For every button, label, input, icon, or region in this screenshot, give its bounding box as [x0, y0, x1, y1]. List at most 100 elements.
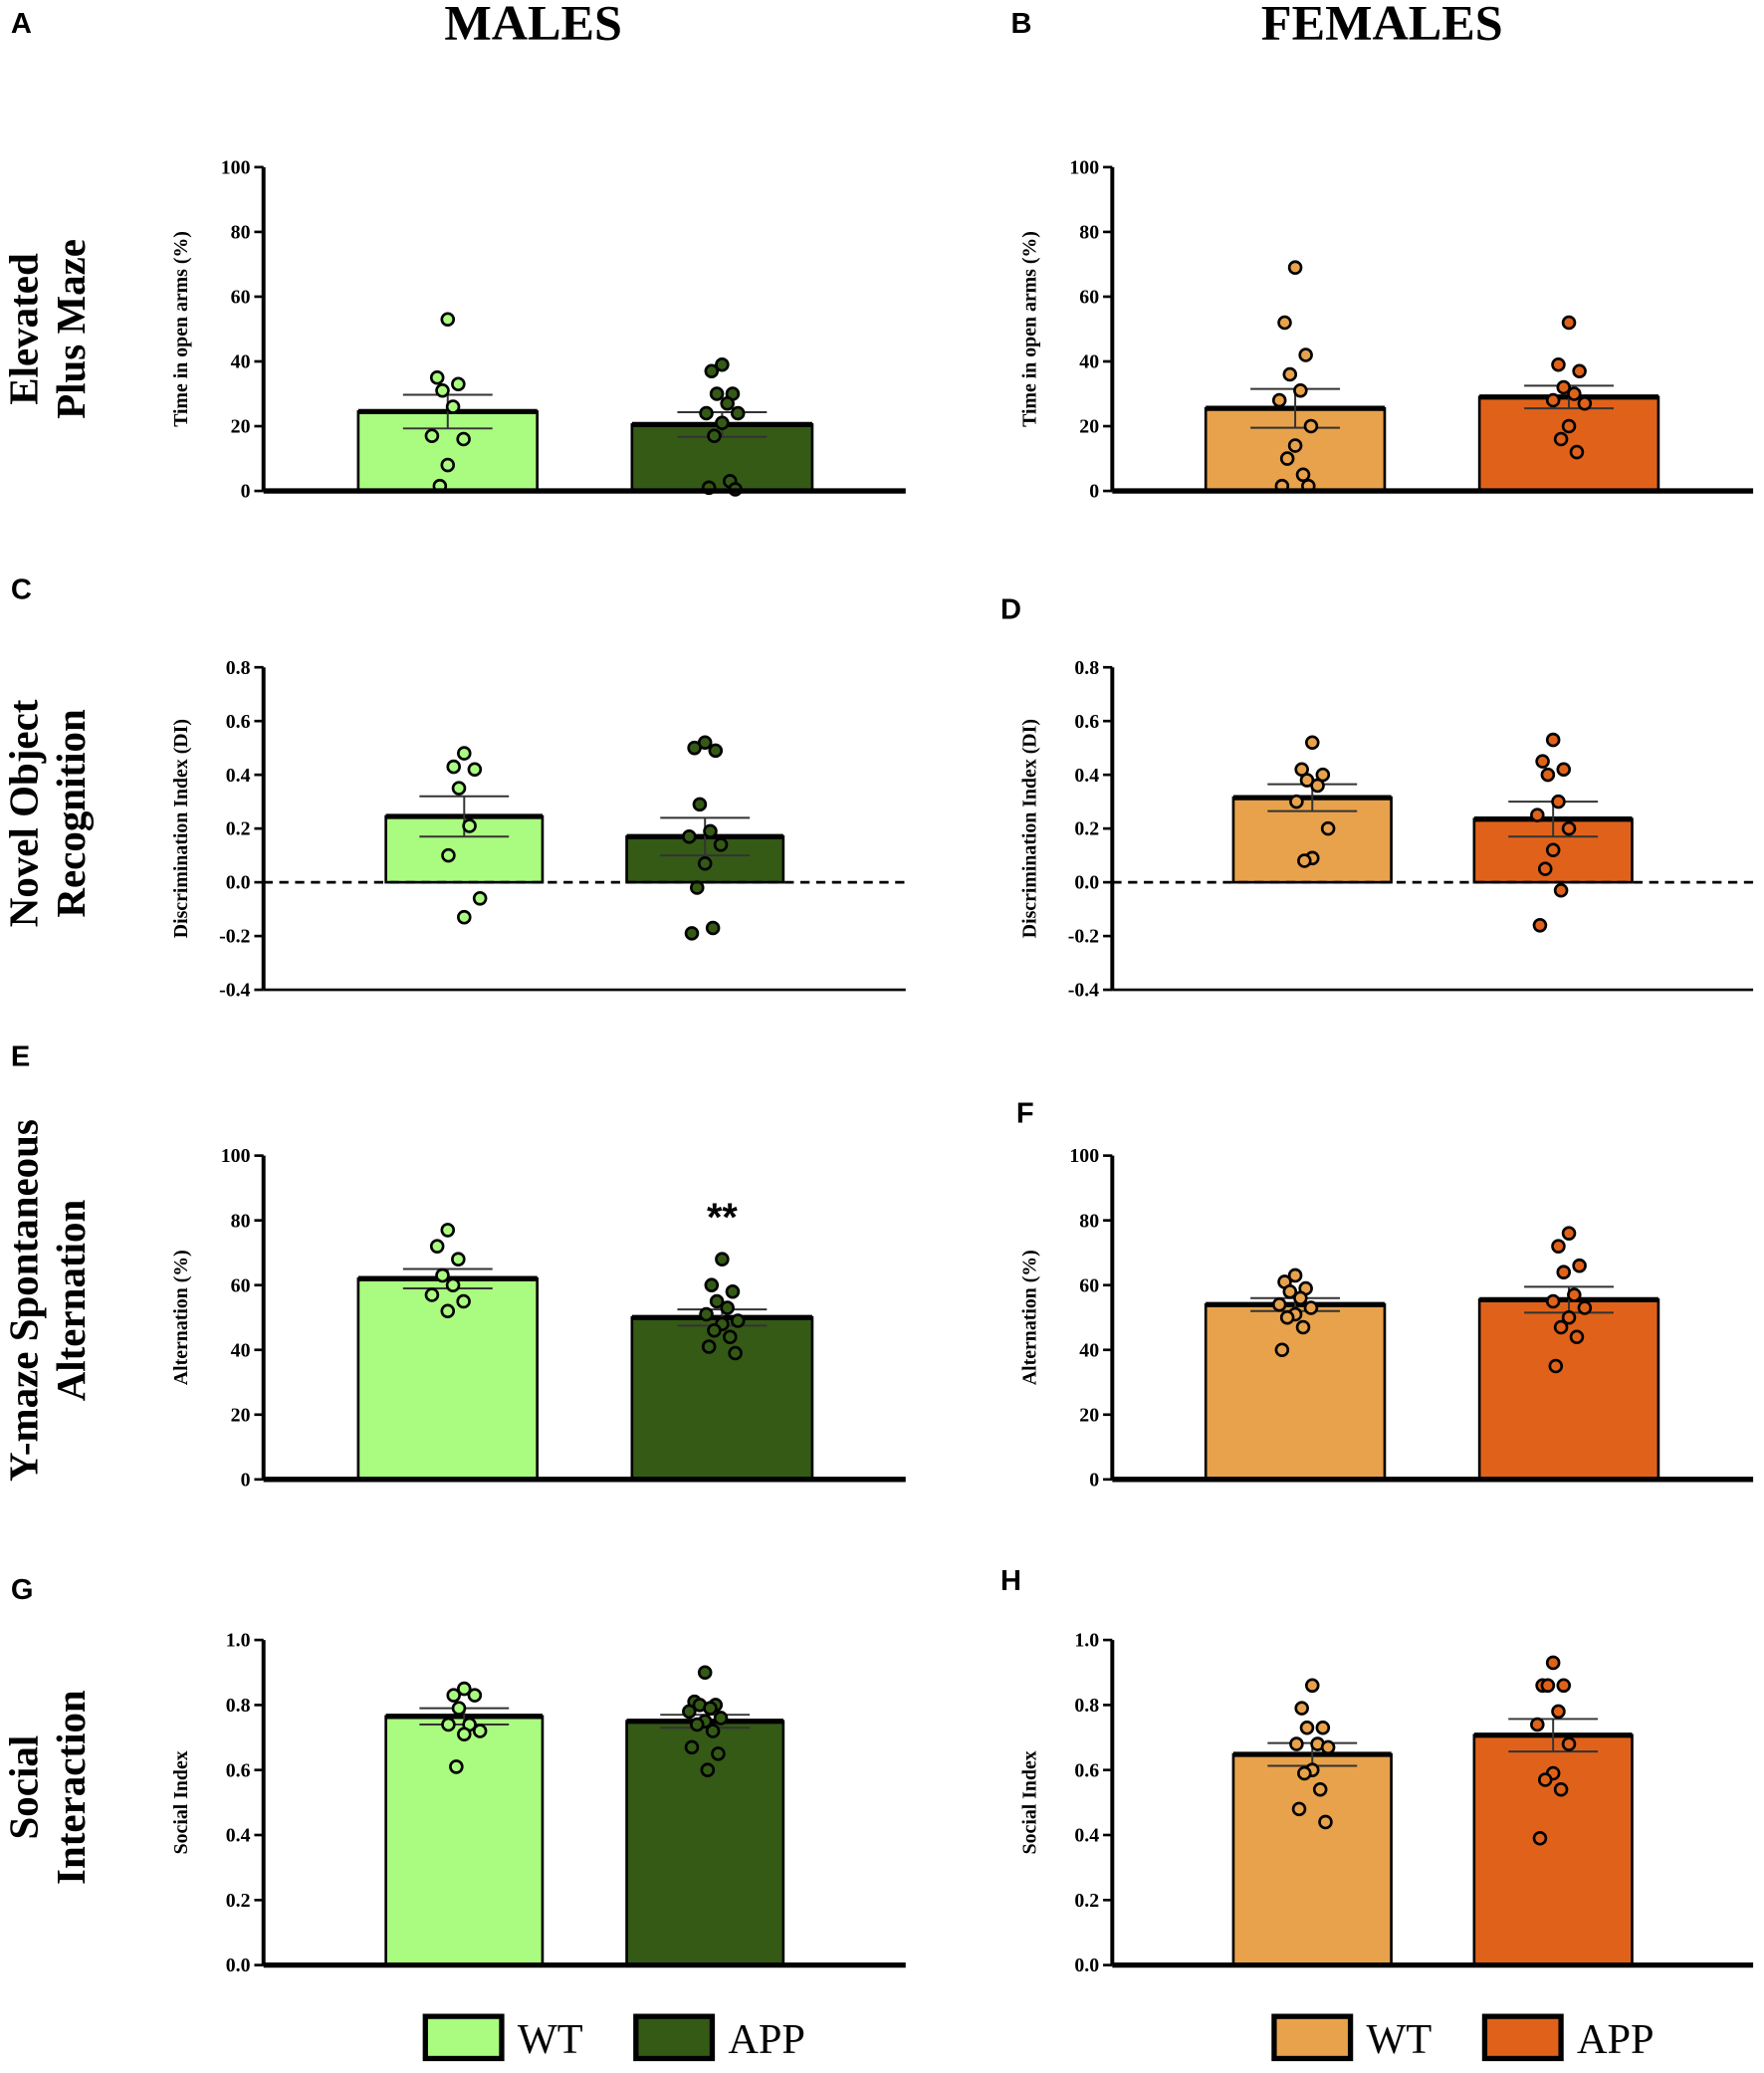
row-label: Recognition	[48, 709, 94, 918]
data-point	[1318, 1814, 1333, 1830]
data-point	[1303, 1300, 1319, 1315]
data-point	[704, 1277, 720, 1292]
data-point	[1320, 820, 1336, 836]
panels: A Time in open arms (%) 0 20 40 60 80 100 B Time …	[11, 8, 1754, 1976]
data-point	[440, 1223, 456, 1238]
y-tick-label: 0.6	[1074, 711, 1099, 733]
y-tick-label: 0.6	[226, 1759, 251, 1781]
y-tick-label: -0.4	[1068, 980, 1099, 1002]
panel-c: C Discrimination Index (DI) -0.4 -0.2 0.0 0.2…	[11, 574, 906, 1002]
data-point	[1320, 1739, 1336, 1755]
data-point	[1532, 1830, 1548, 1846]
panel-h: H Social Index 0.0 0.2 0.4 0.6 0.8 1.0	[1000, 1565, 1754, 1976]
panel-letter: E	[11, 1041, 30, 1073]
data-point	[1545, 1293, 1561, 1309]
y-axis-label: Discrimination Index (DI)	[1019, 719, 1041, 938]
data-point	[707, 428, 722, 444]
data-point	[1535, 754, 1550, 769]
bar-app	[1477, 395, 1660, 493]
bar-wt	[384, 1715, 545, 1966]
panel-letter: F	[1016, 1098, 1034, 1130]
data-point	[457, 746, 472, 761]
data-point	[684, 926, 700, 941]
y-tick-label: 0.2	[226, 818, 251, 840]
data-point	[703, 1701, 718, 1716]
y-tick-label: 60	[231, 1274, 251, 1296]
legend-label: WT	[1366, 2016, 1432, 2063]
data-point	[457, 1727, 472, 1742]
y-tick-label: 0	[1089, 481, 1099, 503]
y-tick-label: 0.2	[1074, 818, 1099, 840]
data-point	[715, 356, 730, 372]
y-tick-label: 1.0	[226, 1630, 251, 1652]
panel-letter: C	[11, 574, 32, 605]
legend-males: WT APP	[422, 2013, 805, 2063]
legend-swatch-wt	[1271, 2013, 1354, 2062]
y-tick-label: 0.4	[226, 1825, 251, 1847]
data-point	[451, 781, 467, 796]
y-tick-label: 0	[1089, 1469, 1099, 1491]
data-point	[1274, 1342, 1290, 1358]
y-tick-label: 0	[241, 1469, 251, 1491]
data-point	[1569, 1329, 1585, 1345]
data-point	[1561, 1226, 1577, 1241]
legend-label: APP	[728, 2016, 805, 2063]
data-point	[1295, 1319, 1311, 1335]
data-point	[1553, 1782, 1569, 1797]
y-tick-label: 100	[1069, 156, 1099, 178]
data-point	[687, 740, 702, 756]
row-label: Interaction	[48, 1690, 94, 1885]
data-point	[1556, 1678, 1572, 1694]
data-point	[445, 1277, 461, 1292]
data-point	[440, 1303, 456, 1318]
panel-e: E Alternation (%) 0 20 40 60 80 100 **	[11, 1041, 906, 1491]
data-point	[1572, 1258, 1587, 1273]
data-point	[1577, 1300, 1593, 1315]
data-point	[1561, 315, 1577, 331]
data-point	[715, 1252, 730, 1267]
data-point	[1556, 1265, 1572, 1279]
row-label: Plus Maze	[48, 239, 94, 419]
data-point	[424, 428, 440, 444]
data-point	[684, 1739, 700, 1755]
data-point	[1532, 918, 1548, 933]
data-point	[1545, 732, 1561, 748]
y-tick-label: 40	[1079, 351, 1099, 373]
data-point	[1569, 444, 1585, 460]
bar-app	[625, 1720, 785, 1966]
data-point	[1287, 1267, 1303, 1283]
y-tick-label: 100	[221, 1145, 251, 1167]
y-tick-label: -0.4	[219, 980, 250, 1002]
y-axis-label: Social Index	[170, 1750, 192, 1854]
data-point	[705, 920, 721, 936]
data-point	[1556, 379, 1572, 395]
data-point	[728, 1345, 743, 1361]
data-point	[449, 1759, 464, 1774]
bar-app	[630, 1315, 814, 1482]
y-tick-label: 0.0	[226, 1955, 251, 1976]
data-point	[1304, 1678, 1320, 1694]
data-point	[1561, 820, 1577, 836]
data-point	[1577, 395, 1593, 411]
y-tick-label: 20	[1079, 416, 1099, 438]
y-tick-label: 40	[231, 1339, 251, 1361]
legend-label: APP	[1577, 2016, 1654, 2063]
data-point	[1556, 762, 1572, 778]
data-point	[1551, 794, 1566, 809]
data-point	[1297, 853, 1312, 868]
data-point	[1553, 431, 1569, 447]
data-point	[720, 395, 735, 411]
y-tick-label: 0.8	[226, 1695, 251, 1717]
y-tick-label: 0.2	[1074, 1890, 1099, 1912]
data-point	[1295, 467, 1311, 483]
panel-letter: H	[1000, 1565, 1021, 1597]
data-point	[1545, 1655, 1561, 1671]
y-tick-label: 80	[1079, 1210, 1099, 1232]
y-tick-label: 0.8	[1074, 1695, 1099, 1717]
y-tick-label: 100	[1069, 1145, 1099, 1167]
header-males: MALES	[444, 0, 622, 51]
data-point	[424, 1287, 440, 1302]
data-point	[1299, 1720, 1315, 1735]
data-point	[1537, 861, 1553, 876]
panel-letter: D	[1000, 593, 1021, 625]
